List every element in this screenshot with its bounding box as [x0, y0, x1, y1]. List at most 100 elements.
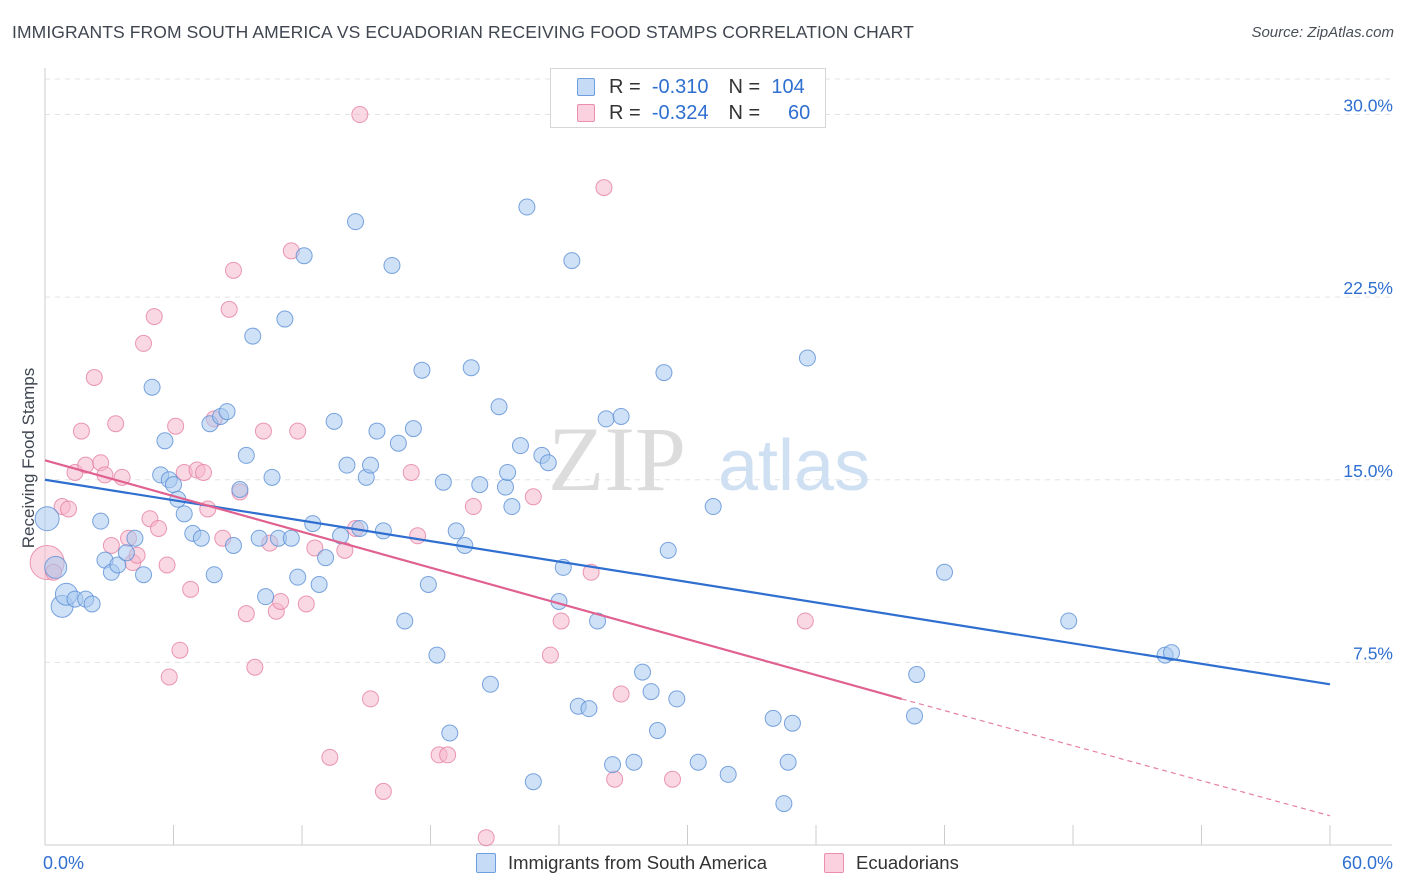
blue-series-points [34, 198, 1181, 813]
y-tick-label: 15.0% [1343, 461, 1393, 481]
data-point-immigrants [263, 468, 281, 486]
data-point-immigrants [642, 683, 660, 701]
data-point-immigrants [779, 753, 797, 771]
data-point-ecuadorians [351, 106, 369, 124]
data-point-ecuadorians [145, 308, 163, 326]
x-tick-label-max: 60.0% [1342, 853, 1393, 873]
data-point-immigrants [419, 575, 437, 593]
series-legend-blue: Immigrants from South America [476, 852, 767, 874]
data-point-immigrants [404, 420, 422, 438]
data-point-ecuadorians [171, 641, 189, 659]
data-point-immigrants [347, 213, 365, 231]
legend-row-pink: R = -0.324 N = 60 [577, 100, 810, 126]
data-point-ecuadorians [246, 658, 264, 676]
data-point-immigrants [503, 498, 521, 516]
data-point-immigrants [490, 398, 508, 416]
pink-series-points [29, 106, 814, 847]
data-point-ecuadorians [321, 748, 339, 766]
data-point-immigrants [218, 403, 236, 421]
data-point-immigrants [1060, 612, 1078, 630]
axes [44, 68, 1392, 846]
data-point-immigrants [338, 456, 356, 474]
trend-line-ecuadorians-extrapolated [901, 698, 1331, 817]
trend-line-ecuadorians [44, 459, 902, 700]
data-point-ecuadorians [272, 593, 290, 611]
data-point-immigrants [362, 456, 380, 474]
series-label-pink: Ecuadorians [856, 852, 959, 873]
data-point-immigrants [704, 498, 722, 516]
data-point-immigrants [109, 556, 127, 574]
data-point-immigrants [612, 407, 630, 425]
data-point-immigrants [499, 463, 517, 481]
chart-title: IMMIGRANTS FROM SOUTH AMERICA VS ECUADOR… [12, 22, 914, 42]
data-point-immigrants [276, 310, 294, 328]
data-point-immigrants [936, 563, 953, 581]
data-point-immigrants [135, 566, 153, 584]
data-point-ecuadorians [194, 463, 212, 481]
data-point-immigrants [764, 709, 782, 727]
data-point-ecuadorians [224, 261, 242, 279]
legend-row-blue: R = -0.310 N = 104 [577, 74, 805, 100]
data-point-immigrants [295, 247, 313, 265]
data-point-ecuadorians [102, 537, 120, 555]
series-label-blue: Immigrants from South America [508, 852, 768, 873]
data-point-ecuadorians [612, 685, 630, 703]
data-point-immigrants [126, 529, 144, 547]
data-point-ecuadorians [477, 829, 495, 847]
series-legend: Immigrants from South America Ecuadorian… [0, 852, 1406, 876]
data-point-ecuadorians [541, 646, 559, 664]
data-point-ecuadorians [409, 527, 427, 545]
data-point-immigrants [156, 432, 174, 450]
watermark: ZIP atlas [548, 408, 870, 510]
data-point-immigrants [441, 724, 459, 742]
data-point-ecuadorians [595, 179, 613, 197]
data-point-immigrants [44, 555, 68, 579]
y-axis-label: Receiving Food Stamps [19, 368, 38, 548]
data-point-immigrants [117, 544, 135, 562]
series-legend-pink: Ecuadorians [824, 852, 959, 874]
data-point-immigrants [231, 481, 249, 499]
data-point-immigrants [175, 505, 193, 523]
grid-lines [45, 78, 1392, 663]
data-point-immigrants [906, 707, 924, 725]
data-point-immigrants [325, 412, 343, 430]
data-point-ecuadorians [254, 422, 272, 440]
data-point-immigrants [205, 566, 223, 584]
tick-labels: 7.5% 15.0% 22.5% 30.0% 0.0% 60.0% [43, 96, 1393, 873]
legend-r-value-pink: -0.324 [651, 101, 709, 124]
data-point-ecuadorians [107, 415, 125, 433]
data-point-ecuadorians [374, 782, 392, 800]
data-point-immigrants [34, 506, 60, 532]
data-point-immigrants [511, 437, 529, 455]
data-point-immigrants [462, 359, 480, 377]
data-point-immigrants [563, 252, 581, 270]
legend-n-value-blue: 104 [771, 75, 805, 98]
data-point-immigrants [192, 529, 210, 547]
data-point-immigrants [775, 795, 793, 813]
data-point-immigrants [580, 700, 598, 718]
data-point-immigrants [481, 675, 499, 693]
data-point-ecuadorians [664, 770, 682, 788]
data-point-immigrants [471, 476, 489, 494]
data-point-ecuadorians [158, 556, 176, 574]
data-point-immigrants [798, 349, 816, 367]
data-point-immigrants [257, 588, 275, 606]
legend-r-label: R = [609, 101, 641, 124]
data-point-ecuadorians [439, 746, 457, 764]
data-point-immigrants [659, 541, 677, 559]
legend-n-label: N = [728, 75, 761, 98]
data-point-immigrants [719, 765, 737, 783]
data-point-immigrants [368, 422, 386, 440]
data-point-immigrants [434, 473, 452, 491]
data-point-ecuadorians [237, 605, 255, 623]
data-point-immigrants [237, 446, 255, 464]
data-point-immigrants [539, 454, 557, 472]
data-point-immigrants [92, 512, 110, 530]
data-point-immigrants [518, 198, 536, 216]
data-point-ecuadorians [135, 334, 153, 352]
correlation-legend: R = -0.310 N = 104 R = -0.324 N = 60 [550, 68, 826, 128]
data-point-ecuadorians [182, 580, 200, 598]
data-point-immigrants [655, 364, 673, 382]
data-point-immigrants [447, 522, 465, 540]
